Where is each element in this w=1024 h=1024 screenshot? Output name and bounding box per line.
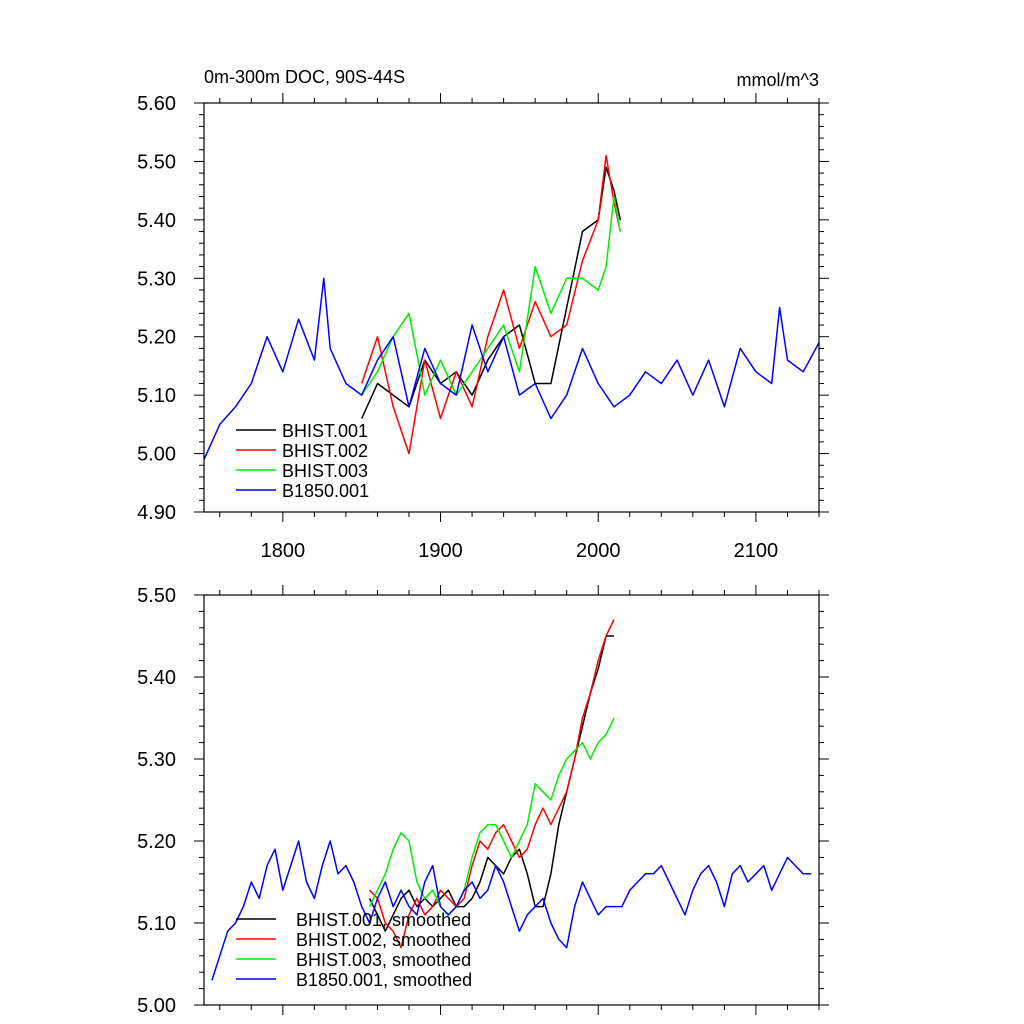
y-tick-label: 5.10 xyxy=(137,385,176,407)
x-tick-label: 2000 xyxy=(576,540,621,562)
series-line-bhist-002 xyxy=(369,619,615,949)
legend-label: BHIST.003, smoothed xyxy=(296,950,471,970)
y-tick-label: 5.00 xyxy=(137,995,176,1017)
legend-label: B1850.001 xyxy=(282,481,369,501)
y-tick-label: 5.40 xyxy=(137,210,176,232)
legend-label: B1850.001, smoothed xyxy=(296,970,472,990)
y-tick-label: 4.90 xyxy=(137,502,176,524)
top-panel-series xyxy=(203,154,820,460)
top-panel-ticks: 4.90 5.00 5.10 5.20 5.30 5.40 5.50 5.60 1800 1900… xyxy=(137,93,829,562)
series-line-bhist-003 xyxy=(368,717,615,916)
x-tick-label: 1900 xyxy=(418,540,463,562)
top-panel-title: 0m-300m DOC, 90S-44S xyxy=(204,67,405,87)
y-tick-label: 5.10 xyxy=(137,913,176,935)
series-line-b1850-001 xyxy=(203,277,820,460)
y-tick-label: 5.50 xyxy=(137,151,176,173)
y-tick-label: 5.50 xyxy=(137,585,176,607)
series-line-b1850-001 xyxy=(211,840,812,981)
top-panel-frame xyxy=(203,102,820,513)
series-line-bhist-001 xyxy=(361,166,622,419)
x-tick-label: 2100 xyxy=(734,540,779,562)
y-tick-label: 5.40 xyxy=(137,667,176,689)
bottom-panel-frame xyxy=(203,594,820,1006)
y-tick-label: 5.30 xyxy=(137,749,176,771)
bottom-panel-series xyxy=(211,619,812,981)
y-tick-label: 5.20 xyxy=(137,327,176,349)
series-line-bhist-002 xyxy=(360,154,622,455)
y-tick-label: 5.30 xyxy=(137,268,176,290)
top-panel-units: mmol/m^3 xyxy=(737,70,819,90)
legend-label: BHIST.002 xyxy=(282,441,368,461)
top-panel: 0m-300m DOC, 90S-44S mmol/m^3 4.90 5.00 5.… xyxy=(137,67,829,562)
x-tick-label: 1800 xyxy=(261,540,306,562)
legend-label: BHIST.002, smoothed xyxy=(296,930,471,950)
y-tick-label: 5.00 xyxy=(137,444,176,466)
y-tick-label: 5.60 xyxy=(137,93,176,115)
legend-label: BHIST.001 xyxy=(282,421,368,441)
legend-label: BHIST.001, smoothed xyxy=(296,910,471,930)
series-line-bhist-001 xyxy=(368,635,614,932)
legend-label: BHIST.003 xyxy=(282,461,368,481)
bottom-panel: 5.00 5.10 5.20 5.30 5.40 5.50 BHIST.001, smoo… xyxy=(137,585,829,1017)
bottom-panel-ticks: 5.00 5.10 5.20 5.30 5.40 5.50 xyxy=(137,585,829,1017)
y-tick-label: 5.20 xyxy=(137,831,176,853)
series-line-bhist-003 xyxy=(361,195,622,396)
